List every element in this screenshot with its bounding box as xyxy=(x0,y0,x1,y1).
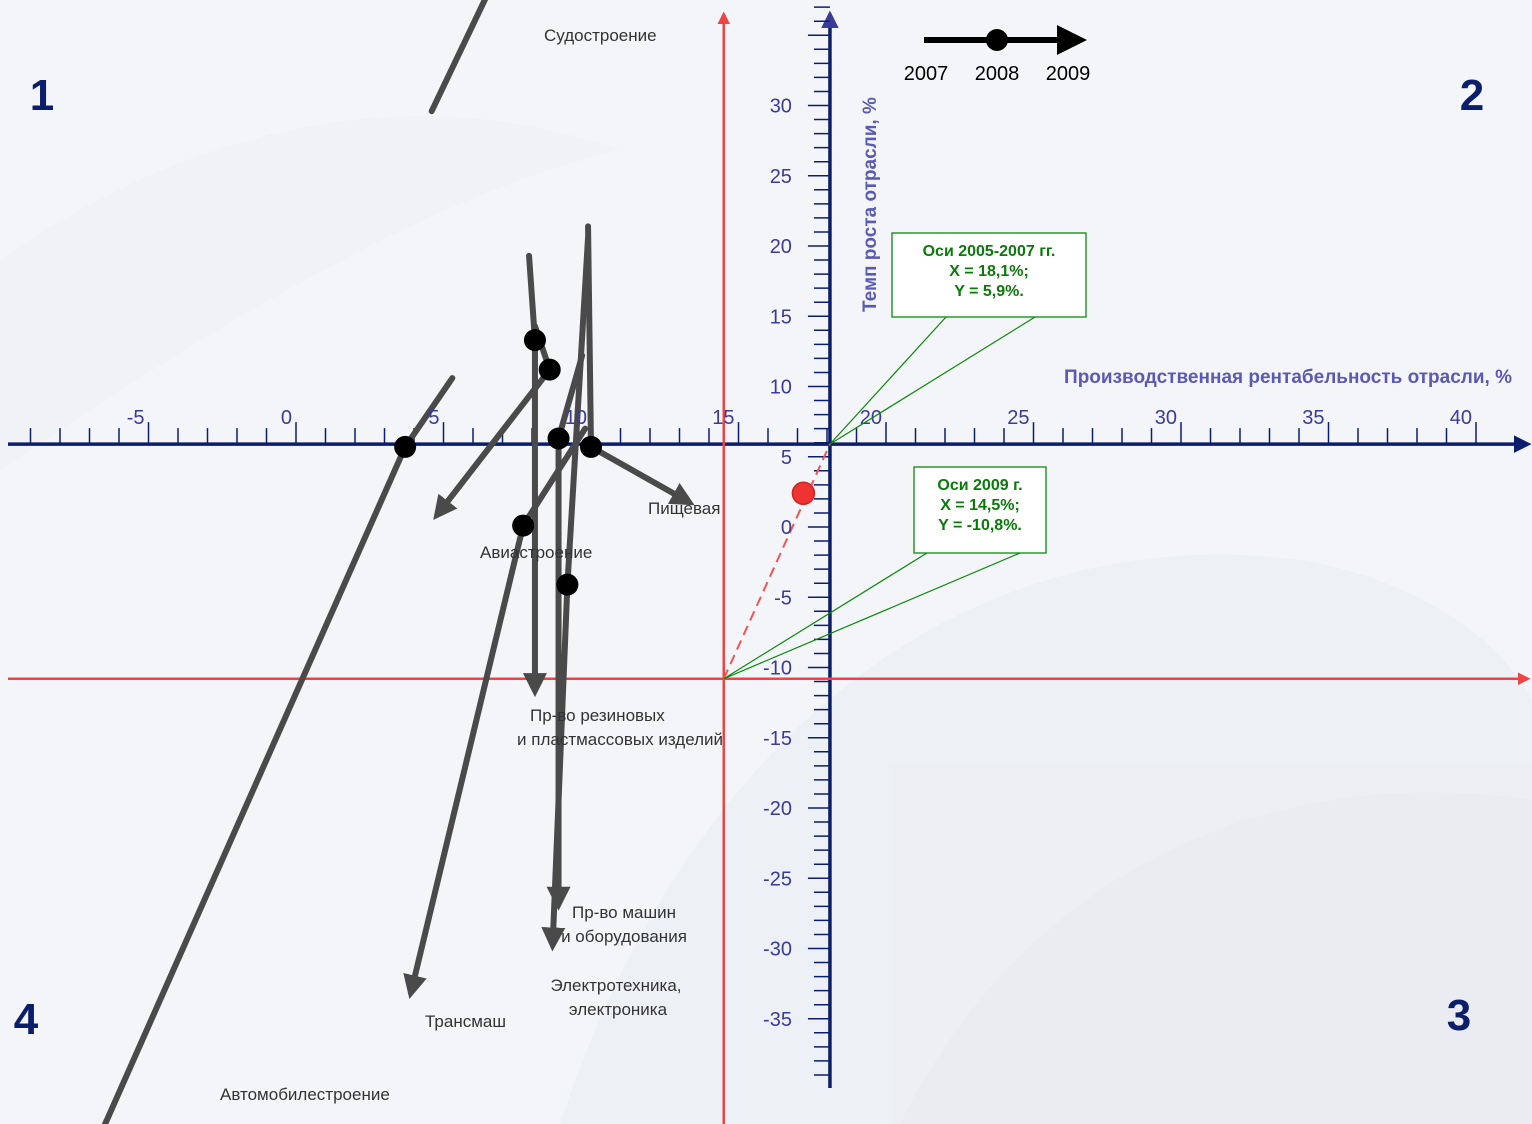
y-tick-label: 15 xyxy=(770,306,792,328)
x-tick-label: 0 xyxy=(281,407,292,429)
x-tick-label: -5 xyxy=(127,407,145,429)
quadrant-number: 4 xyxy=(14,995,39,1044)
y-tick-label: 5 xyxy=(781,447,792,469)
trajectory-line-8 xyxy=(101,375,456,1124)
axes-info-text: X = 14,5%; xyxy=(940,497,1020,514)
y-tick-label: 25 xyxy=(770,166,792,188)
background-swooshes xyxy=(0,116,1532,1124)
axes-info-text: Оси 2005-2007 гг. xyxy=(923,243,1056,260)
origin-shift-marker xyxy=(791,481,816,506)
y-tick-label: -15 xyxy=(763,728,792,750)
series-layer xyxy=(101,0,816,1124)
trajectory-line-4 xyxy=(522,252,547,698)
series-label: электроника xyxy=(569,1000,668,1019)
axes-info-text: Y = -10,8%. xyxy=(938,517,1022,534)
series-label: Электротехника, xyxy=(550,976,681,995)
axes-box-pointer xyxy=(829,316,1036,445)
series-label: Пр-во машин xyxy=(572,903,676,922)
trajectory-line-1 xyxy=(428,0,489,115)
y-tick-label: 10 xyxy=(770,377,792,399)
series-label: Авиастроение xyxy=(480,543,592,562)
point-2008-2 xyxy=(580,435,602,458)
quadrant-number: 1 xyxy=(30,71,54,120)
legend-year: 2009 xyxy=(1046,63,1091,85)
legend-dot xyxy=(986,29,1008,51)
y-tick-label: -25 xyxy=(763,868,792,890)
axes-info-text: X = 18,1%; xyxy=(949,263,1029,280)
series-label: Трансмаш xyxy=(425,1012,506,1031)
series-label: и пластмассовых изделий xyxy=(517,730,723,749)
series-label: Судостроение xyxy=(544,26,657,45)
legend-year: 2008 xyxy=(975,63,1020,85)
x-axis-title: Производственная рентабельность отрасли,… xyxy=(1064,367,1512,388)
y-tick-label: -20 xyxy=(763,798,792,820)
x-tick-label: 35 xyxy=(1302,407,1324,429)
quadrant-number: 3 xyxy=(1447,991,1471,1040)
point-2008-5 xyxy=(547,427,570,450)
axes-info-box xyxy=(891,232,1087,318)
y-tick-label: -30 xyxy=(763,939,792,961)
y-tick-label: -35 xyxy=(763,1009,792,1031)
legend-year: 2007 xyxy=(904,63,949,85)
x-tick-label: 25 xyxy=(1007,407,1029,429)
point-2008-6 xyxy=(556,573,579,596)
y-axis-title: Темп роста отрасли, % xyxy=(860,97,881,312)
axes-box-pointer xyxy=(723,552,1021,680)
y-tick-label: 30 xyxy=(770,96,792,118)
x-tick-label: 10 xyxy=(565,407,587,429)
origin-shift-dashed-line xyxy=(722,443,831,680)
y-tick-label: 0 xyxy=(781,517,792,539)
series-label: Автомобилестроение xyxy=(220,1085,390,1104)
point-2008-8 xyxy=(394,435,417,458)
point-2008-7 xyxy=(512,514,535,537)
axes-info-box xyxy=(913,466,1047,554)
x-tick-label: 5 xyxy=(428,407,439,429)
series-label: Пр-во резиновых xyxy=(530,706,665,725)
label-layer: -5051015202530354040302520151050-5-10-15… xyxy=(14,25,1512,1104)
x-tick-label: 40 xyxy=(1450,407,1472,429)
x-tick-label: 30 xyxy=(1155,407,1177,429)
y-tick-label: 20 xyxy=(770,236,792,258)
x-tick-label: 15 xyxy=(712,407,734,429)
quadrant-number: 2 xyxy=(1460,71,1484,120)
point-2008-4 xyxy=(523,329,546,352)
y-tick-label: -10 xyxy=(763,658,792,680)
series-label: и оборудования xyxy=(561,927,687,946)
series-label: Пищевая xyxy=(648,499,720,518)
y-tick-label: -5 xyxy=(774,587,792,609)
trajectory-line-2 xyxy=(585,223,695,506)
axes-info-text: Оси 2009 г. xyxy=(937,477,1022,494)
axes-info-text: Y = 5,9%. xyxy=(954,283,1024,300)
point-2008-3 xyxy=(538,358,561,381)
